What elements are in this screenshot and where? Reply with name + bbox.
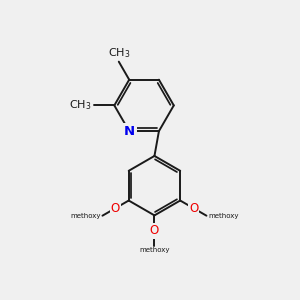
Text: O: O [189,202,198,215]
Text: CH$_3$: CH$_3$ [69,98,91,112]
Text: methoxy: methoxy [70,213,101,219]
Text: methoxy: methoxy [208,213,239,219]
Text: methoxy: methoxy [139,247,170,253]
Text: O: O [150,224,159,237]
Text: N: N [124,125,135,138]
Text: O: O [111,202,120,215]
Text: CH$_3$: CH$_3$ [107,46,130,60]
